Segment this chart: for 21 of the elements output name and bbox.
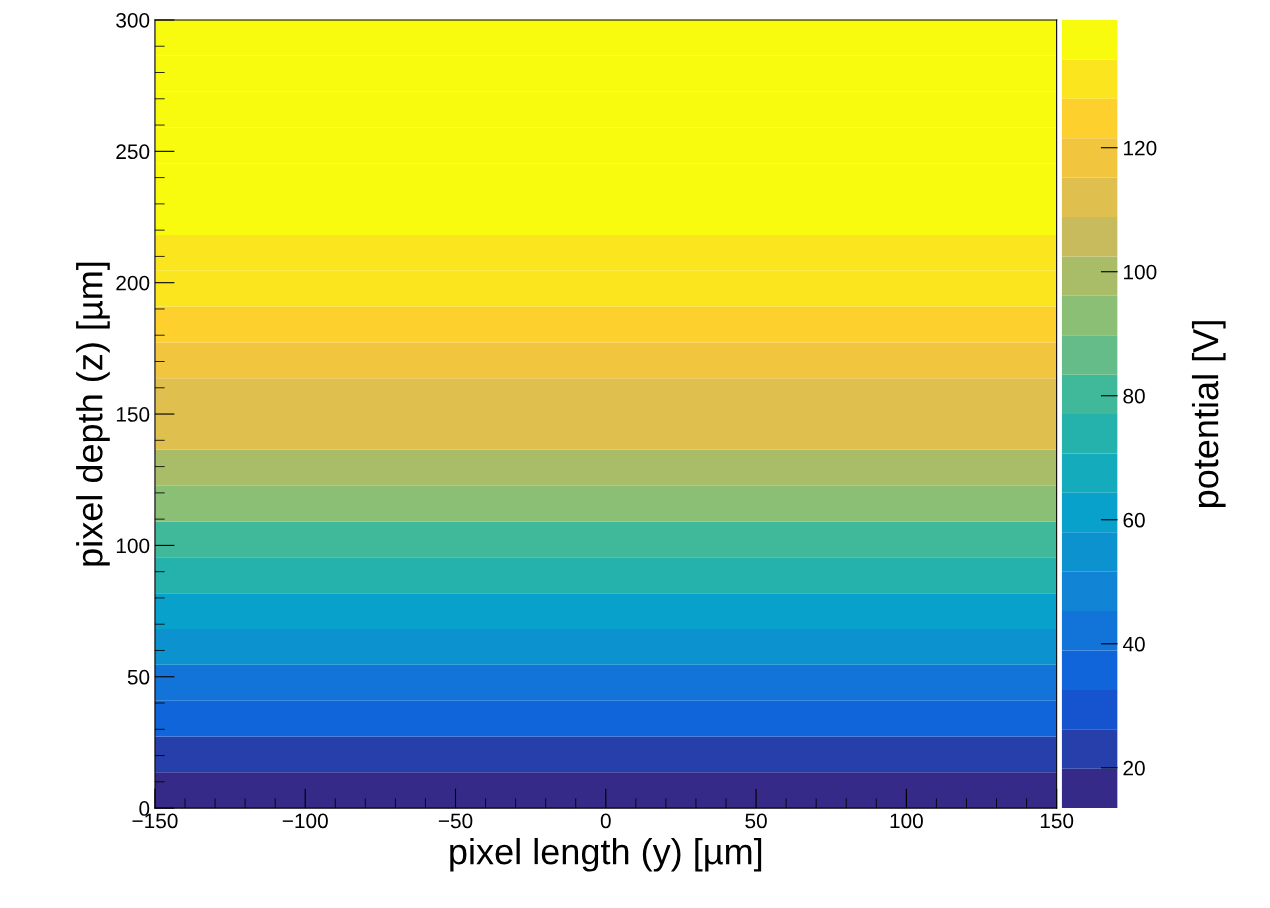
y-tick-label: 250 xyxy=(116,144,150,160)
x-tick-label: 50 xyxy=(745,813,767,829)
color-bar-label: 20 xyxy=(1123,760,1145,776)
x-tick-label: −50 xyxy=(438,813,473,829)
color-bar-label: 80 xyxy=(1123,388,1145,404)
color-bar-label: 60 xyxy=(1123,512,1145,528)
color-bar-label: 120 xyxy=(1124,140,1157,156)
x-tick-label: 0 xyxy=(600,813,611,829)
y-tick-label: 300 xyxy=(116,12,150,28)
color-bar-label: 40 xyxy=(1122,636,1145,652)
y-axis-title: pixel depth (z) [µm] xyxy=(76,262,110,566)
color-bar-title: potential [V] xyxy=(1191,321,1226,508)
x-tick-label: 100 xyxy=(890,813,923,829)
x-axis-title: pixel length (y) [µm] xyxy=(450,837,762,872)
color-bar-label: 100 xyxy=(1124,264,1157,280)
x-tick-label: 150 xyxy=(1040,813,1074,829)
y-tick-label: 200 xyxy=(116,275,150,291)
y-tick-label: 100 xyxy=(116,538,150,554)
y-tick-label: 50 xyxy=(127,669,150,685)
x-tick-label: −100 xyxy=(282,813,328,829)
y-tick-label: 150 xyxy=(116,407,150,422)
